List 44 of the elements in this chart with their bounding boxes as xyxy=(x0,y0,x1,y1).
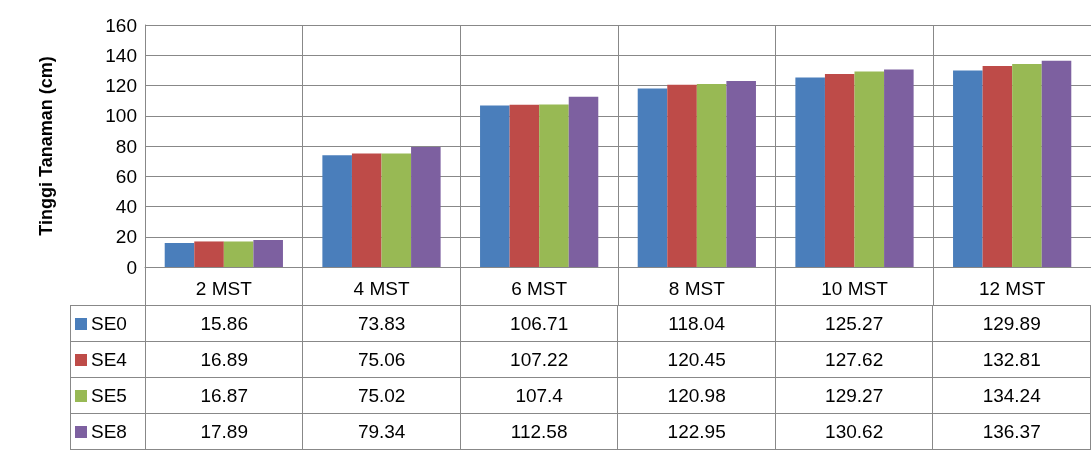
data-label: 122.95 xyxy=(617,413,776,450)
y-tick-label: 120 xyxy=(105,75,137,96)
data-label: 107.22 xyxy=(460,341,618,378)
x-tick-label: 2 MST xyxy=(195,278,253,299)
data-label: 130.62 xyxy=(775,413,933,450)
data-label: 73.83 xyxy=(302,305,461,342)
data-label: 75.06 xyxy=(302,341,461,378)
data-label: 127.62 xyxy=(775,341,933,378)
data-label: 75.02 xyxy=(302,377,461,414)
data-label: 79.34 xyxy=(302,413,461,450)
data-label: 112.58 xyxy=(460,413,618,450)
y-tick-label: 60 xyxy=(115,165,137,187)
y-tick-label: 100 xyxy=(105,105,137,127)
legend-label: SE5 xyxy=(70,377,146,414)
legend-label: SE4 xyxy=(70,341,146,378)
data-label: 129.89 xyxy=(932,305,1091,342)
data-label: 125.27 xyxy=(775,305,933,342)
data-label: 16.89 xyxy=(145,341,303,378)
y-tick-label: 40 xyxy=(115,196,137,217)
data-label: 118.04 xyxy=(617,305,776,342)
data-label: 120.45 xyxy=(617,341,776,378)
data-label: 136.37 xyxy=(932,413,1091,450)
data-label: 129.27 xyxy=(775,377,933,414)
legend-label: SE0 xyxy=(70,305,146,342)
legend-label: SE8 xyxy=(70,413,146,450)
data-label: 134.24 xyxy=(932,377,1091,414)
data-label: 107.4 xyxy=(460,377,618,414)
x-tick-label: 6 MST xyxy=(511,278,568,299)
y-tick-label: 140 xyxy=(105,44,137,66)
y-tick-label: 160 xyxy=(105,14,137,36)
data-label: 120.98 xyxy=(617,377,776,414)
x-tick-label: 12 MST xyxy=(978,278,1046,299)
data-label: 106.71 xyxy=(460,305,618,342)
data-label: 15.86 xyxy=(145,305,303,342)
data-label: 17.89 xyxy=(145,413,303,450)
y-axis-title: Tinggi Tanaman (cm) xyxy=(36,56,56,236)
y-tick-label: 20 xyxy=(115,226,137,248)
x-tick-label: 4 MST xyxy=(353,278,410,299)
x-tick-label: 8 MST xyxy=(668,278,726,299)
y-tick-label: 80 xyxy=(115,135,137,157)
data-label: 16.87 xyxy=(145,377,303,414)
x-tick-label: 10 MST xyxy=(821,278,889,299)
data-label: 132.81 xyxy=(932,341,1091,378)
y-tick-label: 0 xyxy=(126,256,137,278)
